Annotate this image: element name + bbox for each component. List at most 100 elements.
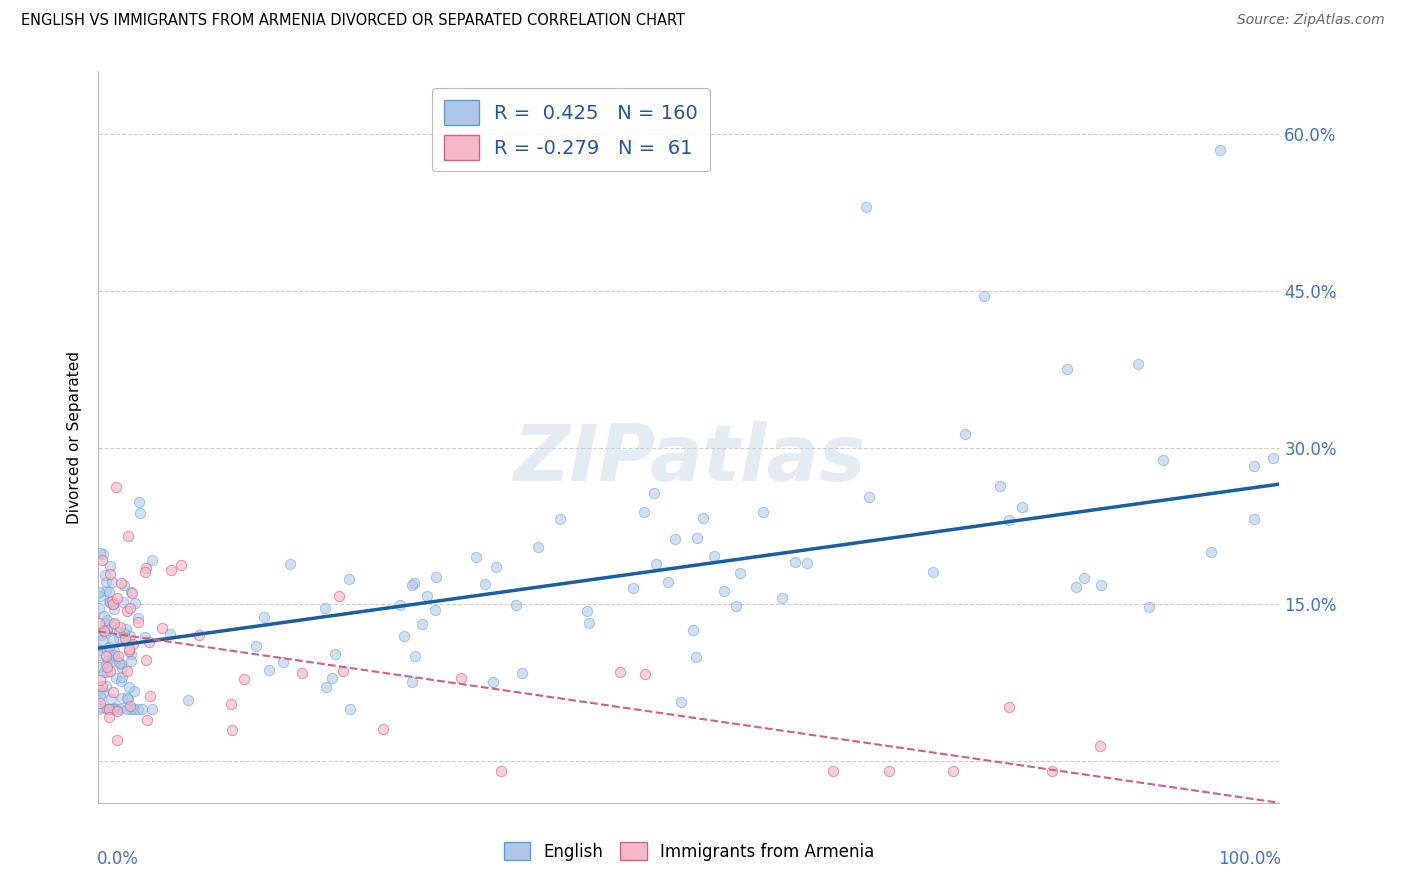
Point bbox=[796, 556, 818, 570]
Point bbox=[481, 674, 503, 689]
Point bbox=[485, 560, 508, 574]
Point bbox=[170, 558, 193, 572]
Point bbox=[328, 589, 350, 603]
Point bbox=[633, 505, 655, 519]
Point bbox=[922, 566, 945, 580]
Point bbox=[87, 600, 110, 615]
Point bbox=[686, 532, 709, 546]
Point bbox=[124, 596, 146, 610]
Text: Source: ZipAtlas.com: Source: ZipAtlas.com bbox=[1237, 13, 1385, 28]
Point bbox=[1011, 500, 1033, 514]
Point bbox=[110, 576, 132, 591]
Point bbox=[411, 617, 433, 632]
Point bbox=[510, 665, 533, 680]
Point bbox=[87, 702, 110, 716]
Point bbox=[973, 289, 995, 303]
Point bbox=[259, 663, 281, 677]
Point bbox=[96, 613, 118, 627]
Point bbox=[87, 615, 110, 630]
Point bbox=[117, 603, 139, 617]
Point bbox=[139, 690, 162, 704]
Point bbox=[90, 628, 112, 642]
Point bbox=[253, 610, 276, 624]
Point bbox=[104, 702, 127, 716]
Point bbox=[314, 600, 336, 615]
Point bbox=[122, 637, 145, 651]
Point bbox=[96, 643, 118, 657]
Point bbox=[101, 633, 124, 648]
Point bbox=[730, 566, 752, 581]
Point bbox=[371, 722, 394, 736]
Point bbox=[105, 732, 128, 747]
Point bbox=[87, 683, 110, 698]
Point bbox=[1243, 511, 1265, 525]
Point bbox=[120, 702, 142, 716]
Point bbox=[89, 585, 111, 599]
Point bbox=[177, 693, 200, 707]
Point bbox=[93, 623, 115, 637]
Point bbox=[423, 603, 446, 617]
Point bbox=[134, 565, 156, 579]
Point bbox=[1090, 739, 1112, 753]
Point bbox=[576, 604, 599, 618]
Text: ZIPatlas: ZIPatlas bbox=[513, 421, 865, 497]
Point bbox=[94, 574, 117, 589]
Point bbox=[315, 680, 337, 694]
Point bbox=[450, 671, 472, 685]
Point bbox=[823, 764, 845, 779]
Point bbox=[97, 653, 120, 667]
Point bbox=[578, 615, 600, 630]
Text: ENGLISH VS IMMIGRANTS FROM ARMENIA DIVORCED OR SEPARATED CORRELATION CHART: ENGLISH VS IMMIGRANTS FROM ARMENIA DIVOR… bbox=[21, 13, 685, 29]
Point bbox=[94, 626, 117, 640]
Point bbox=[107, 631, 129, 645]
Point bbox=[91, 547, 114, 561]
Point bbox=[96, 659, 118, 673]
Point bbox=[110, 657, 132, 671]
Point bbox=[1073, 571, 1095, 585]
Point bbox=[321, 671, 343, 685]
Point bbox=[404, 576, 426, 591]
Point bbox=[96, 679, 118, 693]
Point bbox=[645, 558, 668, 572]
Point bbox=[112, 578, 135, 592]
Point bbox=[91, 552, 114, 566]
Point bbox=[105, 591, 128, 605]
Point bbox=[110, 673, 132, 688]
Point bbox=[131, 702, 153, 716]
Point bbox=[104, 672, 127, 686]
Point bbox=[1126, 357, 1149, 371]
Point bbox=[135, 653, 157, 667]
Point bbox=[1152, 453, 1174, 467]
Point bbox=[124, 683, 146, 698]
Point bbox=[1056, 362, 1078, 376]
Point bbox=[332, 665, 354, 679]
Point bbox=[988, 479, 1011, 493]
Point bbox=[998, 513, 1021, 527]
Point bbox=[100, 574, 122, 589]
Point bbox=[101, 702, 124, 716]
Point bbox=[1243, 458, 1265, 473]
Point bbox=[91, 679, 114, 693]
Point bbox=[105, 704, 128, 718]
Point bbox=[114, 631, 136, 645]
Point bbox=[115, 665, 138, 679]
Point bbox=[401, 578, 423, 592]
Point bbox=[1261, 450, 1284, 465]
Point bbox=[623, 581, 645, 595]
Point bbox=[118, 630, 141, 644]
Point bbox=[108, 625, 131, 640]
Point bbox=[118, 698, 141, 713]
Point bbox=[103, 597, 125, 611]
Point bbox=[93, 609, 115, 624]
Point bbox=[339, 702, 361, 716]
Point bbox=[128, 506, 150, 520]
Point bbox=[98, 585, 121, 599]
Point bbox=[98, 702, 121, 716]
Point bbox=[136, 713, 159, 727]
Point bbox=[96, 584, 118, 599]
Point bbox=[150, 621, 173, 635]
Point bbox=[134, 630, 156, 644]
Point bbox=[98, 595, 121, 609]
Point bbox=[91, 632, 114, 647]
Point bbox=[107, 649, 129, 664]
